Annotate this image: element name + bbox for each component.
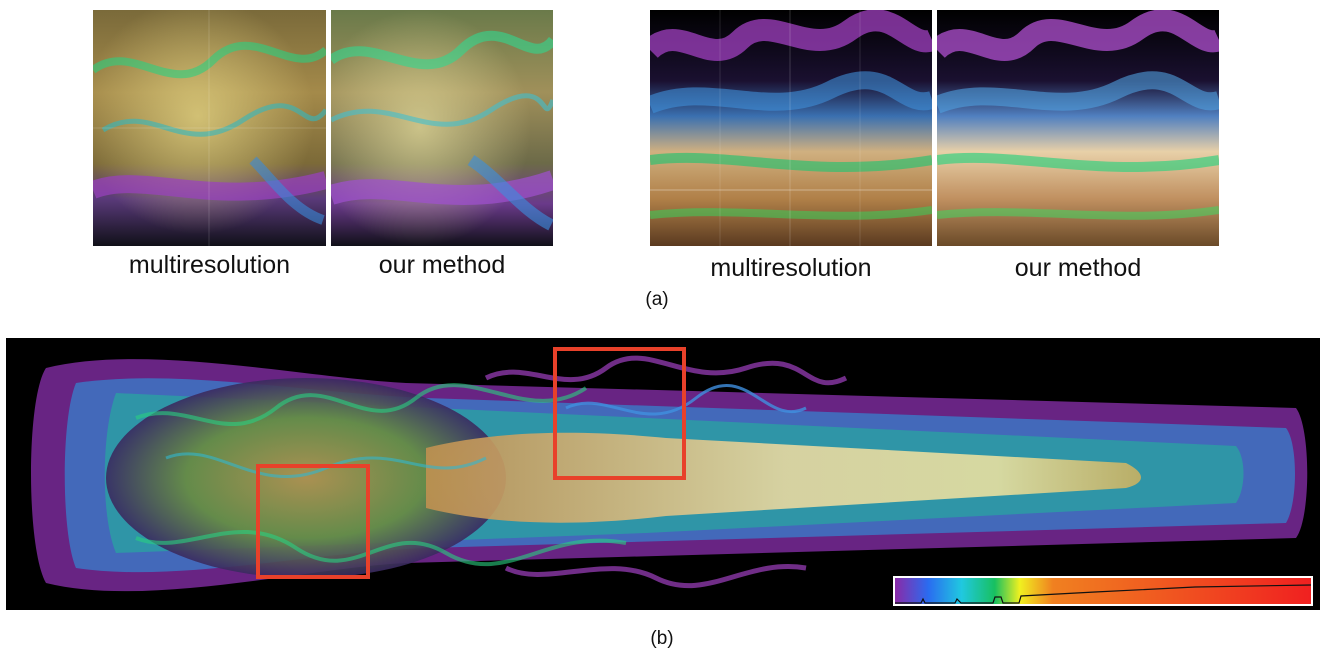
a-left-multiresolution-caption: multiresolution	[128, 251, 291, 279]
b-zoom-box-lower	[256, 464, 370, 579]
figure-a-label: (a)	[645, 289, 669, 310]
a-left-multiresolution-image	[93, 10, 326, 246]
a-left-our-method-caption: our method	[378, 251, 506, 279]
a-right-multiresolution-caption: multiresolution	[710, 254, 872, 282]
b-transfer-function-colorbar	[893, 576, 1313, 606]
a-left-our-method-image	[331, 10, 553, 246]
a-right-our-method-caption: our method	[1014, 254, 1142, 282]
a-right-multiresolution-image	[650, 10, 932, 246]
a-right-our-method-image	[937, 10, 1219, 246]
b-volume-rendering-image	[6, 338, 1320, 610]
b-zoom-box-upper	[553, 347, 686, 480]
figure-b-label: (b)	[650, 628, 674, 649]
